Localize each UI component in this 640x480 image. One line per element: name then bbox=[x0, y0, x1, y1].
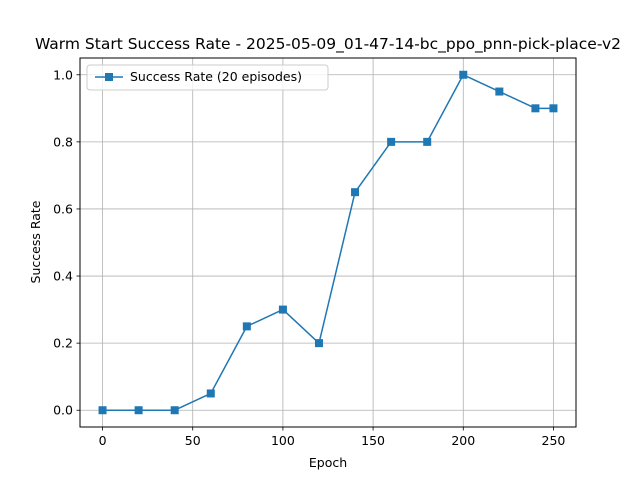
legend-box bbox=[86, 64, 329, 91]
x-tick-label: 0 bbox=[99, 433, 107, 448]
data-point bbox=[459, 70, 468, 79]
y-axis-label: Success Rate bbox=[28, 200, 43, 283]
data-point bbox=[170, 406, 179, 415]
chart-title: Warm Start Success Rate - 2025-05-09_01-… bbox=[35, 35, 621, 54]
data-point bbox=[98, 406, 107, 415]
data-point bbox=[278, 305, 287, 314]
grid bbox=[80, 58, 576, 427]
x-tick-label: 200 bbox=[451, 433, 475, 448]
data-point bbox=[134, 406, 143, 415]
x-axis-label: Epoch bbox=[309, 455, 347, 470]
plot-frame bbox=[79, 57, 577, 428]
x-tick-label: 50 bbox=[185, 433, 201, 448]
y-tick-label: 0.0 bbox=[53, 403, 73, 418]
y-tick-label: 0.4 bbox=[53, 269, 73, 284]
legend: Success Rate (20 episodes) bbox=[86, 64, 329, 91]
legend-marker bbox=[105, 73, 113, 81]
data-point bbox=[351, 188, 360, 197]
y-tick-label: 0.8 bbox=[53, 134, 73, 149]
data-point bbox=[206, 389, 215, 398]
x-tick-label: 100 bbox=[271, 433, 295, 448]
data-point bbox=[423, 137, 432, 146]
legend-label: Success Rate (20 episodes) bbox=[130, 69, 302, 84]
data-point bbox=[531, 104, 540, 113]
x-tick-label: 150 bbox=[361, 433, 385, 448]
data-point bbox=[387, 137, 396, 146]
x-tick-label: 250 bbox=[542, 433, 566, 448]
ticks: 0 50 100 150 200 250 0.0 0.2 0.4 0.6 0.8 1.0 bbox=[53, 67, 565, 448]
data-point bbox=[314, 339, 323, 348]
series-line bbox=[102, 74, 554, 411]
data-point bbox=[495, 87, 504, 96]
y-tick-label: 0.2 bbox=[53, 336, 73, 351]
series-layer bbox=[98, 70, 558, 415]
y-tick-label: 1.0 bbox=[53, 67, 73, 82]
y-tick-label: 0.6 bbox=[53, 201, 73, 216]
data-point bbox=[242, 322, 251, 331]
data-point bbox=[549, 104, 558, 113]
